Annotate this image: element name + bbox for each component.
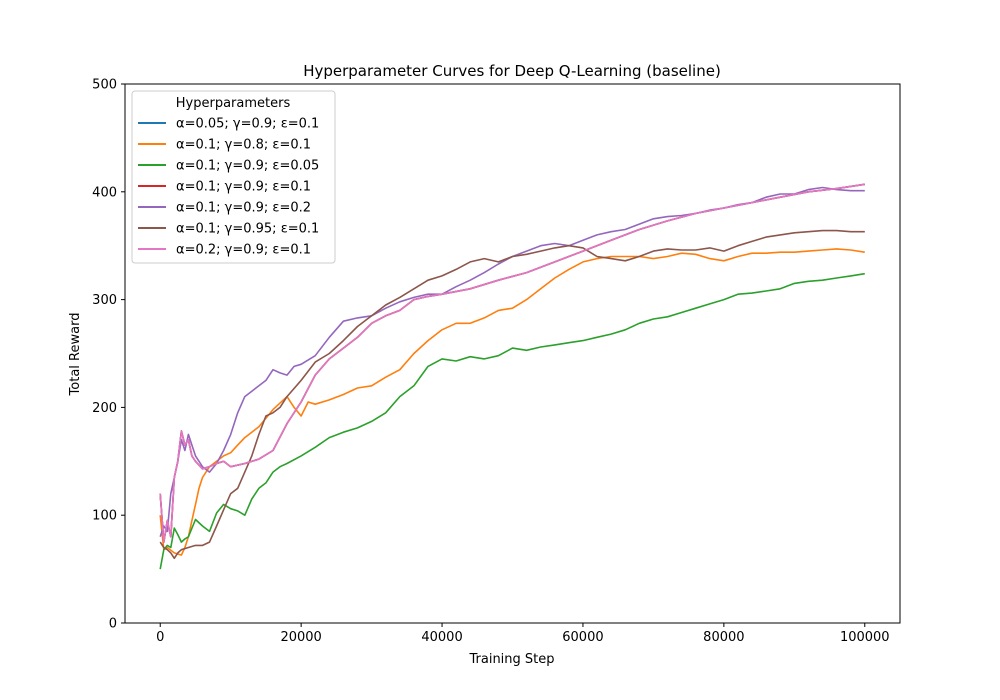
plot-area-frame bbox=[124, 83, 901, 624]
series-line-7 bbox=[159, 183, 865, 543]
x-tick-label: 0 bbox=[156, 630, 164, 645]
x-tick-label: 40000 bbox=[421, 630, 462, 645]
y-tick-label: 300 bbox=[92, 293, 117, 308]
x-axis: 0 20000 40000 60000 80000 100000 bbox=[156, 623, 890, 645]
legend-label-2: α=0.1; γ=0.8; ε=0.1 bbox=[176, 138, 311, 153]
x-tick-label: 60000 bbox=[562, 630, 603, 645]
legend-label-7: α=0.2; γ=0.9; ε=0.1 bbox=[176, 243, 311, 258]
x-tick-label: 80000 bbox=[703, 630, 744, 645]
series-line-6 bbox=[159, 229, 865, 560]
y-axis-label: Total Reward bbox=[68, 313, 83, 397]
legend-title: Hyperparameters bbox=[176, 96, 291, 111]
y-tick-label: 200 bbox=[92, 401, 117, 416]
legend-label-3: α=0.1; γ=0.9; ε=0.05 bbox=[176, 159, 319, 174]
legend-label-4: α=0.1; γ=0.9; ε=0.1 bbox=[176, 180, 311, 195]
legend-label-6: α=0.1; γ=0.95; ε=0.1 bbox=[176, 222, 319, 237]
x-tick-label: 20000 bbox=[280, 630, 321, 645]
legend: Hyperparameters α=0.05; γ=0.9; ε=0.1α=0.… bbox=[131, 90, 336, 264]
legend-items: α=0.05; γ=0.9; ε=0.1 α=0.1; γ=0.8; ε=0.1 α… bbox=[138, 117, 319, 258]
y-axis: 0 100 200 300 400 500 bbox=[92, 78, 125, 632]
y-tick-label: 500 bbox=[92, 78, 117, 93]
x-axis-label: Training Step bbox=[468, 652, 554, 667]
y-tick-label: 100 bbox=[92, 509, 117, 524]
series-line-2 bbox=[159, 248, 865, 556]
series-line-3 bbox=[159, 272, 865, 570]
chart-title: Hyperparameter Curves for Deep Q-Learnin… bbox=[303, 62, 721, 80]
legend-label-1: α=0.05; γ=0.9; ε=0.1 bbox=[176, 117, 319, 132]
series-layer bbox=[159, 183, 865, 570]
legend-label-5: α=0.1; γ=0.9; ε=0.2 bbox=[176, 201, 311, 216]
y-tick-label: 0 bbox=[109, 617, 117, 632]
legend-box bbox=[131, 90, 336, 264]
x-tick-label: 100000 bbox=[840, 630, 890, 645]
y-tick-label: 400 bbox=[92, 185, 117, 200]
